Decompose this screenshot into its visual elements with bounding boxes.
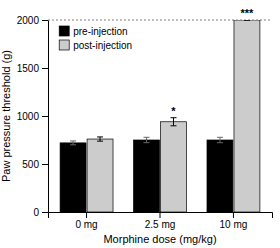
y-tick-label: 1500 xyxy=(17,63,40,74)
y-tick: 0 xyxy=(33,207,48,218)
bar xyxy=(87,139,113,212)
y-axis: 0 500 1000 1500 2000 xyxy=(17,15,49,218)
x-tick: 0 mg xyxy=(75,212,97,230)
x-tick-mark xyxy=(160,212,161,218)
bar-series xyxy=(60,137,233,212)
error-bar xyxy=(70,141,76,145)
x-tick-mark xyxy=(86,212,87,218)
x-tick: 10 mg xyxy=(220,212,248,230)
legend-label: post-injection xyxy=(73,40,132,51)
x-tick-label: 10 mg xyxy=(220,219,248,230)
y-tick-mark xyxy=(42,116,48,117)
error-bar xyxy=(217,137,223,142)
y-tick-label: 2000 xyxy=(17,15,40,26)
x-axis-title: Morphine dose (mg/kg) xyxy=(103,233,216,245)
y-tick-label: 0 xyxy=(33,207,39,218)
error-bar xyxy=(143,137,149,142)
bar xyxy=(134,140,160,212)
x-tick-mark xyxy=(233,212,234,218)
legend-swatch xyxy=(59,26,69,36)
error-bar xyxy=(244,20,250,21)
x-tick-label: 2.5 mg xyxy=(145,219,176,230)
y-axis-title: Paw pressure threshold (g) xyxy=(0,50,12,182)
legend-label: pre-injection xyxy=(73,26,127,37)
chart: 05001000150020000 mg2.5 mg10 mg****Morph… xyxy=(0,0,280,248)
x-tick: 2.5 mg xyxy=(145,212,176,230)
legend-item: post-injection xyxy=(59,40,132,51)
legend: pre-injection post-injection xyxy=(59,26,132,51)
bar xyxy=(207,140,233,212)
y-tick-label: 1000 xyxy=(17,111,40,122)
y-axis-line xyxy=(42,21,49,213)
marks xyxy=(60,20,260,212)
y-tick: 500 xyxy=(22,159,48,170)
annotation: *** xyxy=(241,7,255,19)
legend-swatch xyxy=(59,40,69,50)
y-tick: 2000 xyxy=(17,15,48,26)
error-bar xyxy=(97,137,103,141)
bar xyxy=(234,20,260,212)
bar xyxy=(161,122,187,212)
bar xyxy=(60,143,86,212)
y-tick-label: 500 xyxy=(22,159,39,170)
legend-item: pre-injection xyxy=(59,26,127,37)
y-tick-mark xyxy=(42,68,48,69)
y-tick: 1000 xyxy=(17,111,48,122)
y-tick-mark xyxy=(42,212,48,213)
x-axis-line xyxy=(49,213,273,219)
x-axis: 0 mg 2.5 mg 10 mg xyxy=(49,212,273,230)
x-tick-label: 0 mg xyxy=(75,219,97,230)
annotation: * xyxy=(171,105,176,117)
plot: 05001000150020000 mg2.5 mg10 mg****Morph… xyxy=(0,7,273,245)
y-tick-mark xyxy=(42,20,48,21)
error-bar xyxy=(171,118,177,126)
y-tick: 1500 xyxy=(17,63,48,74)
y-tick-mark xyxy=(42,164,48,165)
